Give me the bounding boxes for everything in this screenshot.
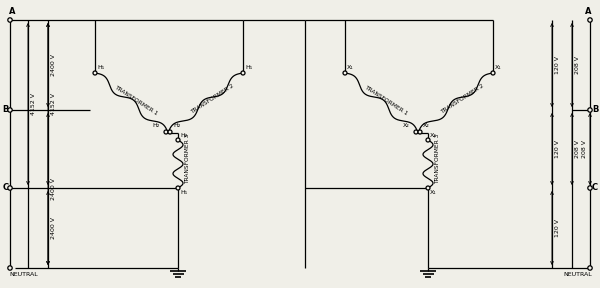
Text: 208 V: 208 V [582,140,587,158]
Circle shape [418,130,422,134]
Circle shape [491,71,495,75]
Text: X₂: X₂ [403,123,410,128]
Circle shape [414,130,418,134]
Circle shape [8,186,12,190]
Text: TRANSFORMER 1: TRANSFORMER 1 [363,85,408,117]
Text: H₁: H₁ [97,65,104,70]
Text: X₁: X₁ [430,190,437,195]
Text: 120 V: 120 V [555,140,560,158]
Text: TRANSFORMER 3: TRANSFORMER 3 [185,134,190,184]
Text: A: A [584,7,591,16]
Text: 120 V: 120 V [555,56,560,74]
Text: TRANSFORMER 3: TRANSFORMER 3 [435,134,440,184]
Text: 120 V: 120 V [555,219,560,237]
Text: H₁: H₁ [180,190,187,195]
Text: 2400 V: 2400 V [51,54,56,76]
Text: A: A [9,7,16,16]
Text: TRANSFORMER 2: TRANSFORMER 2 [190,83,235,115]
Text: H₁: H₁ [245,65,252,70]
Circle shape [241,71,245,75]
Circle shape [8,108,12,112]
Circle shape [164,130,168,134]
Text: NEUTRAL: NEUTRAL [563,272,592,277]
Circle shape [176,186,180,190]
Text: B: B [592,105,598,115]
Text: C: C [592,183,598,192]
Text: X₁: X₁ [347,65,354,70]
Circle shape [588,266,592,270]
Text: TRANSFORMER 1: TRANSFORMER 1 [113,85,158,117]
Text: H₂: H₂ [153,123,160,128]
Circle shape [588,108,592,112]
Circle shape [426,186,430,190]
Text: 2400 V: 2400 V [51,217,56,239]
Text: X₂: X₂ [423,123,430,128]
Circle shape [343,71,347,75]
Text: TRANSFORMER 2: TRANSFORMER 2 [440,83,485,115]
Circle shape [8,266,12,270]
Text: X₂: X₂ [430,133,437,138]
Text: X₁: X₁ [495,65,502,70]
Text: 4152 V: 4152 V [51,93,56,115]
Circle shape [8,18,12,22]
Text: H₂: H₂ [180,133,187,138]
Text: B: B [2,105,9,115]
Circle shape [93,71,97,75]
Circle shape [176,138,180,142]
Text: C: C [3,183,9,192]
Text: 208 V: 208 V [575,56,580,74]
Circle shape [168,130,172,134]
Circle shape [588,18,592,22]
Circle shape [588,186,592,190]
Circle shape [426,138,430,142]
Text: 208 V: 208 V [575,140,580,158]
Text: H₂: H₂ [173,123,180,128]
Text: 2400 V: 2400 V [51,178,56,200]
Text: NEUTRAL: NEUTRAL [9,272,38,277]
Text: 4152 V: 4152 V [31,93,36,115]
